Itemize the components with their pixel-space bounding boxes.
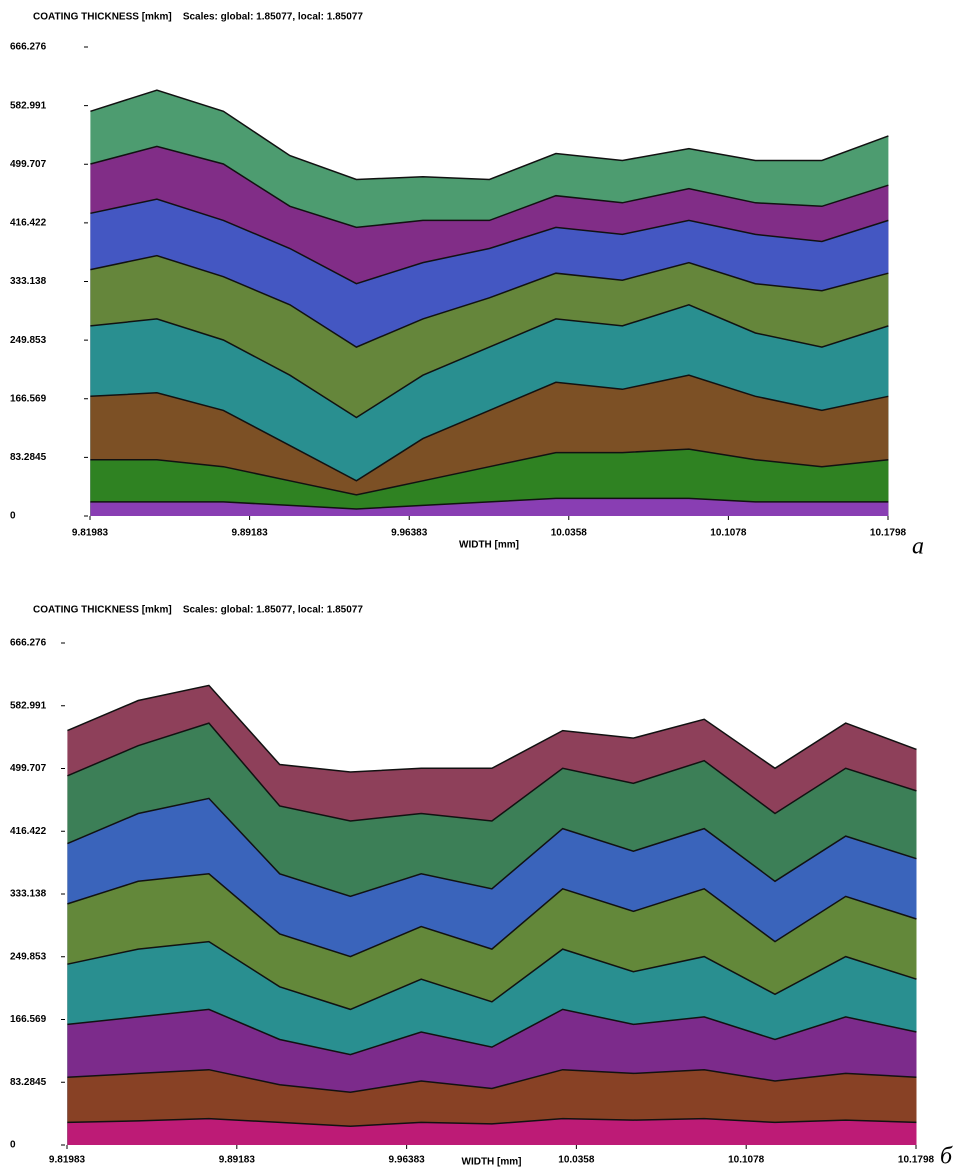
x-tick-label: 9.89183: [219, 1155, 256, 1166]
panel-label: б: [940, 1144, 953, 1167]
y-tick-label: 582.991: [10, 100, 47, 111]
x-tick-label: 9.96383: [389, 1155, 426, 1166]
y-tick-label: 582.991: [10, 700, 47, 711]
figure: COATING THICKNESS [mkm] Scales: global: …: [0, 0, 960, 1167]
y-tick-label: 83.2845: [10, 1077, 47, 1088]
x-tick-label: 9.96383: [391, 528, 428, 539]
x-tick-label: 10.1798: [870, 528, 907, 539]
y-tick-label: 666.276: [10, 42, 47, 53]
chart-title: COATING THICKNESS [mkm] Scales: global: …: [33, 605, 363, 616]
x-tick-label: 9.81983: [72, 528, 109, 539]
page: COATING THICKNESS [mkm] Scales: global: …: [0, 0, 960, 1167]
x-tick-label: 10.0358: [551, 528, 588, 539]
y-tick-label: 499.707: [10, 159, 47, 170]
x-tick-label: 9.89183: [232, 528, 269, 539]
x-axis-label: WIDTH [mm]: [459, 540, 519, 551]
y-tick-label: 166.569: [10, 1014, 47, 1025]
chart-title: COATING THICKNESS [mkm] Scales: global: …: [33, 12, 363, 23]
y-tick-label: 249.853: [10, 335, 47, 346]
y-tick-label: 0: [10, 1140, 16, 1151]
panel-label: а: [912, 534, 924, 560]
x-tick-label: 9.81983: [49, 1155, 86, 1166]
y-tick-label: 166.569: [10, 393, 47, 404]
y-tick-label: 83.2845: [10, 452, 47, 463]
x-tick-label: 10.1078: [710, 528, 747, 539]
x-axis-label: WIDTH [mm]: [462, 1157, 522, 1167]
y-tick-label: 249.853: [10, 951, 47, 962]
y-tick-label: 416.422: [10, 218, 47, 229]
x-tick-label: 10.1798: [898, 1155, 935, 1166]
y-tick-label: 416.422: [10, 826, 47, 837]
y-tick-label: 666.276: [10, 638, 47, 649]
y-tick-label: 0: [10, 511, 16, 522]
y-tick-label: 499.707: [10, 763, 47, 774]
x-tick-label: 10.1078: [728, 1155, 765, 1166]
x-tick-label: 10.0358: [558, 1155, 595, 1166]
y-tick-label: 333.138: [10, 889, 47, 900]
y-tick-label: 333.138: [10, 276, 47, 287]
